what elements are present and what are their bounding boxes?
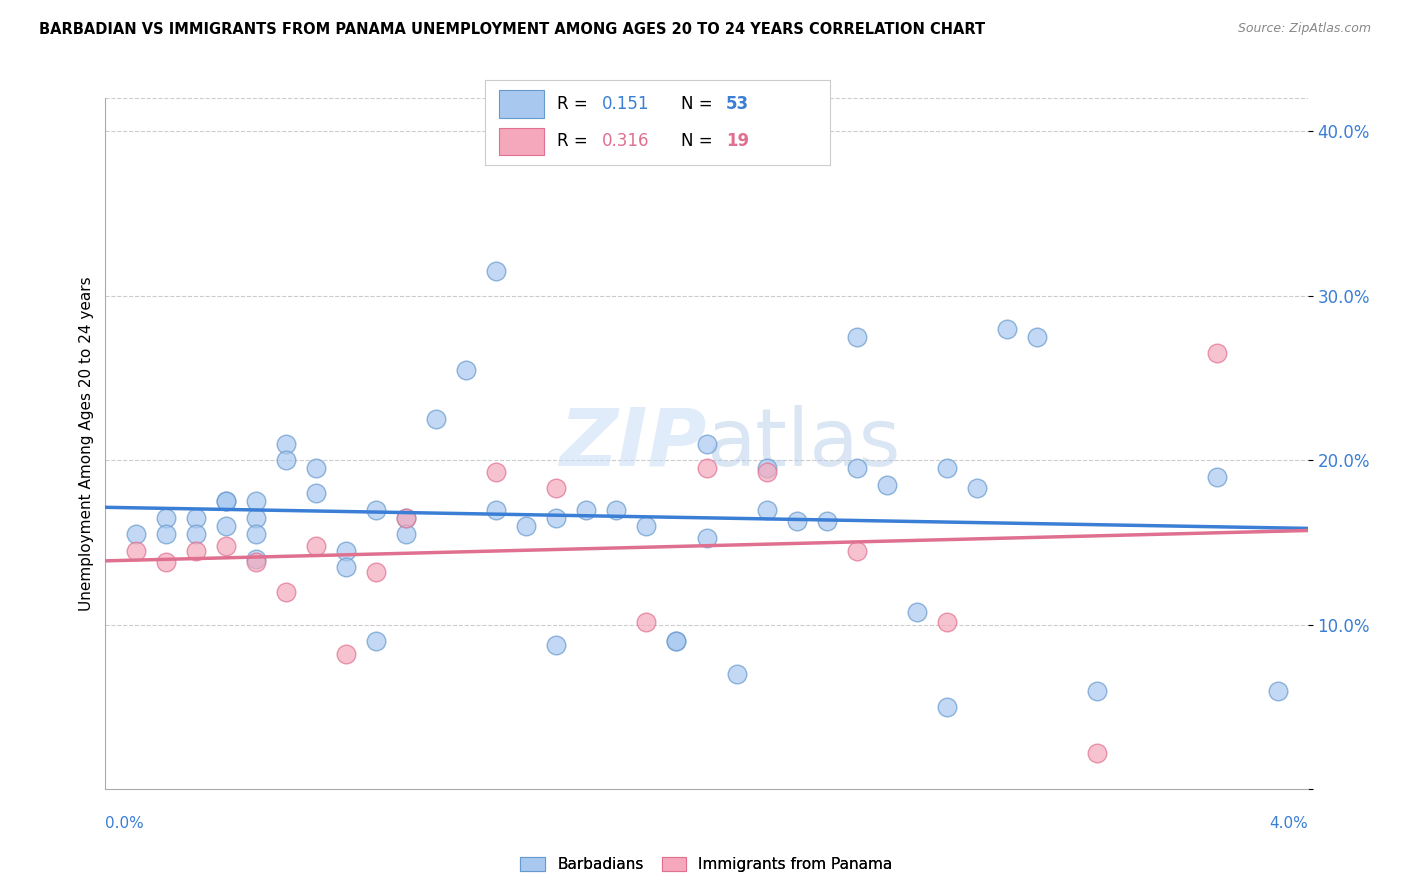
Point: [1267, 683, 1289, 698]
Point: [364, 565, 387, 579]
Point: [245, 555, 267, 569]
Point: [1206, 469, 1229, 483]
Point: [214, 539, 236, 553]
Point: [995, 321, 1018, 335]
Point: [155, 511, 177, 525]
Point: [936, 615, 959, 629]
Text: N =: N =: [682, 132, 718, 150]
Point: [1085, 746, 1108, 760]
Point: [755, 502, 778, 516]
Point: [305, 486, 328, 500]
Point: [395, 527, 418, 541]
Point: [245, 511, 267, 525]
Point: [124, 543, 146, 558]
Point: [696, 437, 718, 451]
Point: [485, 264, 508, 278]
Text: 0.0%: 0.0%: [105, 816, 145, 830]
Point: [214, 519, 236, 533]
Point: [155, 555, 177, 569]
Text: 53: 53: [725, 95, 749, 113]
Point: [245, 552, 267, 566]
Text: ZIP: ZIP: [560, 405, 707, 483]
Text: 19: 19: [725, 132, 749, 150]
Text: 0.151: 0.151: [602, 95, 650, 113]
Text: BARBADIAN VS IMMIGRANTS FROM PANAMA UNEMPLOYMENT AMONG AGES 20 TO 24 YEARS CORRE: BARBADIAN VS IMMIGRANTS FROM PANAMA UNEM…: [39, 22, 986, 37]
Point: [605, 502, 627, 516]
Point: [485, 465, 508, 479]
Point: [274, 437, 297, 451]
Point: [936, 700, 959, 714]
Point: [696, 461, 718, 475]
Point: [1026, 330, 1049, 344]
Point: [395, 511, 418, 525]
Point: [124, 527, 146, 541]
Point: [696, 531, 718, 545]
Text: 0.316: 0.316: [602, 132, 650, 150]
Point: [274, 453, 297, 467]
Point: [845, 330, 868, 344]
Point: [845, 543, 868, 558]
Text: 4.0%: 4.0%: [1268, 816, 1308, 830]
Point: [184, 511, 207, 525]
Point: [184, 527, 207, 541]
Point: [636, 519, 658, 533]
Point: [364, 634, 387, 648]
Point: [485, 502, 508, 516]
Point: [546, 511, 568, 525]
Y-axis label: Unemployment Among Ages 20 to 24 years: Unemployment Among Ages 20 to 24 years: [79, 277, 94, 611]
Point: [335, 543, 357, 558]
Point: [665, 634, 688, 648]
Point: [214, 494, 236, 508]
Point: [335, 648, 357, 662]
Text: N =: N =: [682, 95, 718, 113]
Point: [1206, 346, 1229, 360]
Point: [546, 481, 568, 495]
FancyBboxPatch shape: [499, 90, 544, 118]
FancyBboxPatch shape: [499, 128, 544, 155]
Point: [575, 502, 598, 516]
Point: [876, 478, 898, 492]
Point: [725, 667, 748, 681]
Text: R =: R =: [557, 132, 593, 150]
Point: [665, 634, 688, 648]
Point: [786, 514, 808, 528]
Point: [936, 461, 959, 475]
Point: [755, 461, 778, 475]
Point: [636, 615, 658, 629]
Point: [395, 511, 418, 525]
Point: [274, 585, 297, 599]
Point: [755, 465, 778, 479]
Text: R =: R =: [557, 95, 593, 113]
Point: [305, 461, 328, 475]
Text: Source: ZipAtlas.com: Source: ZipAtlas.com: [1237, 22, 1371, 36]
Point: [905, 605, 928, 619]
Point: [1085, 683, 1108, 698]
Point: [155, 527, 177, 541]
Point: [305, 539, 328, 553]
Point: [245, 494, 267, 508]
Legend: Barbadians, Immigrants from Panama: Barbadians, Immigrants from Panama: [515, 851, 898, 879]
Point: [214, 494, 236, 508]
Point: [454, 362, 477, 376]
Text: atlas: atlas: [707, 405, 901, 483]
Point: [245, 527, 267, 541]
Point: [815, 514, 838, 528]
Point: [966, 481, 988, 495]
Point: [515, 519, 537, 533]
Point: [546, 638, 568, 652]
Point: [845, 461, 868, 475]
Point: [335, 560, 357, 574]
Point: [184, 543, 207, 558]
Point: [364, 502, 387, 516]
Point: [425, 412, 447, 426]
